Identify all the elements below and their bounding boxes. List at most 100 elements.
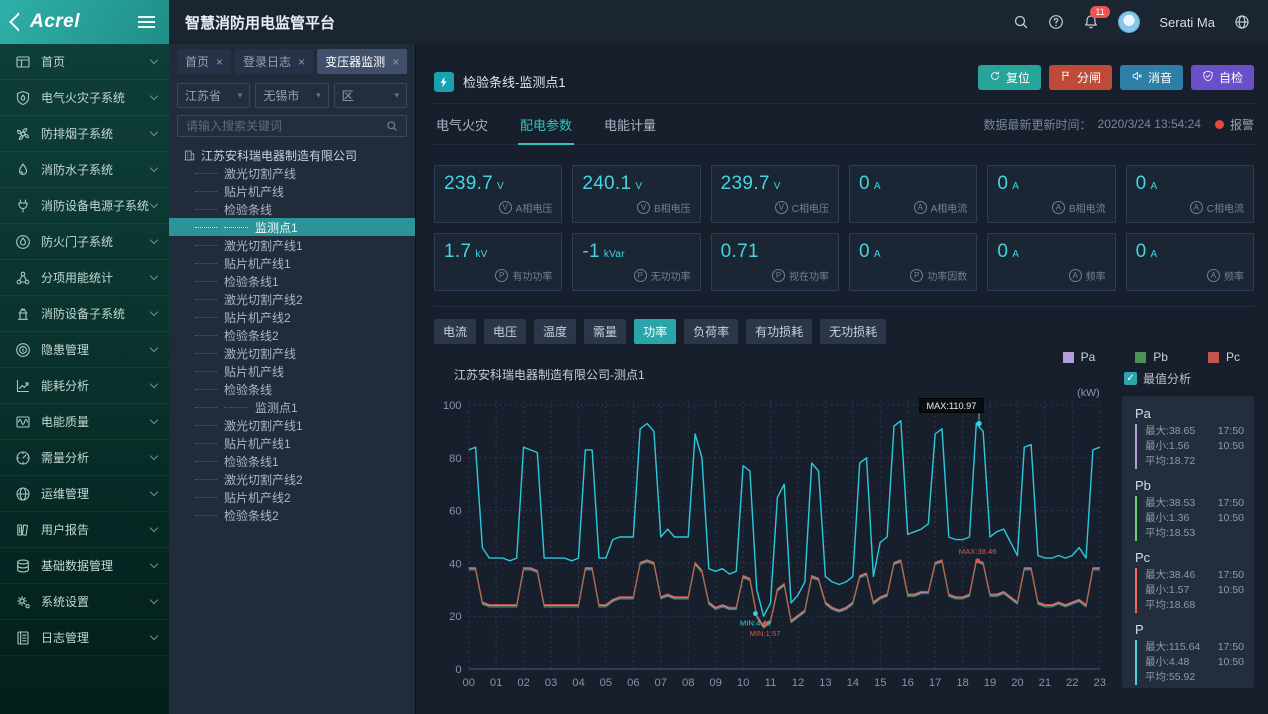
tree-company-node[interactable]: 江苏安科瑞电器制造有限公司 — [169, 146, 415, 164]
chart-control-6[interactable]: 有功损耗 — [746, 319, 813, 344]
close-icon[interactable]: × — [392, 54, 400, 69]
metric-card: 0 A A B相电流 — [987, 165, 1116, 223]
energy-icon — [15, 378, 31, 394]
metric-label: A 频率 — [1206, 268, 1244, 283]
tree-node-15[interactable]: 贴片机产线1 — [169, 434, 415, 452]
analysis-label: 最值分析 — [1143, 372, 1192, 386]
sidebar-item-2[interactable]: 防排烟子系统 — [0, 116, 169, 152]
tree-node-13[interactable]: 监测点1 — [169, 398, 415, 416]
svg-text:02: 02 — [517, 677, 529, 689]
sidebar-item-0[interactable]: 首页 — [0, 44, 169, 80]
circled-A-icon: A — [1051, 201, 1065, 214]
logo-area: Acrel — [0, 0, 169, 44]
max-min-analysis-checkbox[interactable]: ✓ 最值分析 — [1124, 370, 1254, 387]
reset-button[interactable]: 复位 — [977, 65, 1041, 90]
chart-control-4[interactable]: 功率 — [634, 319, 677, 344]
open-switch-button[interactable]: 分闸 — [1048, 65, 1112, 90]
stat-value: 1.57 — [1168, 584, 1190, 596]
tree-node-9[interactable]: 检验条线2 — [169, 326, 415, 344]
avatar[interactable] — [1118, 11, 1141, 33]
workspace-tab-0[interactable]: 首页 × — [177, 49, 232, 74]
subtab-0[interactable]: 电气火灾 — [436, 117, 489, 133]
self-check-button[interactable]: 自检 — [1190, 65, 1254, 90]
legend-item-Pc[interactable]: Pc — [1207, 350, 1240, 364]
district-select[interactable]: 区 ▾ — [333, 83, 407, 108]
sidebar-item-6[interactable]: 分项用能统计 — [0, 260, 169, 296]
stats-group-P: P 最大: 115.64 17:50 最小: 4.48 10:50 平均: 55.92 — [1135, 622, 1246, 685]
tree-node-17[interactable]: 激光切割产线2 — [169, 470, 415, 488]
svg-text:19: 19 — [984, 677, 996, 689]
sidebar-item-1[interactable]: 电气火灾子系统 — [0, 80, 169, 116]
tree-node-0[interactable]: 激光切割产线 — [169, 164, 415, 182]
circled-V-icon: V — [498, 201, 512, 214]
svg-text:07: 07 — [655, 677, 667, 689]
chart-control-1[interactable]: 电压 — [484, 319, 527, 344]
tree-node-1[interactable]: 贴片机产线 — [169, 182, 415, 200]
svg-text:20: 20 — [449, 611, 461, 623]
tree-node-10[interactable]: 激光切割产线 — [169, 344, 415, 362]
chart-control-2[interactable]: 温度 — [534, 319, 577, 344]
sidebar-item-4[interactable]: 消防设备电源子系统 — [0, 188, 169, 224]
sidebar-item-14[interactable]: 基础数据管理 — [0, 548, 169, 584]
tree-node-12[interactable]: 检验条线 — [169, 380, 415, 398]
subtab-2[interactable]: 电能计量 — [604, 117, 657, 133]
tree-node-11[interactable]: 贴片机产线 — [169, 362, 415, 380]
tree-node-16[interactable]: 检验条线1 — [169, 452, 415, 470]
workspace-tab-1[interactable]: 登录日志 × — [235, 49, 314, 74]
svg-text:23: 23 — [1094, 677, 1106, 689]
tree-node-18[interactable]: 贴片机产线2 — [169, 488, 415, 506]
help-icon[interactable] — [1048, 14, 1064, 30]
stats-series-name: Pc — [1135, 550, 1151, 565]
tree-node-14[interactable]: 激光切割产线1 — [169, 416, 415, 434]
mute-button[interactable]: 消音 — [1119, 65, 1183, 90]
sidebar-item-10[interactable]: 电能质量 — [0, 404, 169, 440]
city-select[interactable]: 无锡市 ▾ — [255, 83, 329, 108]
legend-item-Pb[interactable]: Pb — [1135, 350, 1168, 364]
chart-control-7[interactable]: 无功损耗 — [820, 319, 887, 344]
tree-node-6[interactable]: 检验条线1 — [169, 272, 415, 290]
svg-text:(kW): (kW) — [1077, 387, 1100, 399]
checkbox-icon[interactable]: ✓ — [1124, 372, 1137, 385]
subtab-1[interactable]: 配电参数 — [518, 104, 575, 145]
workspace-tab-2[interactable]: 变压器监测 × — [317, 49, 408, 74]
tree-node-8[interactable]: 贴片机产线2 — [169, 308, 415, 326]
search-icon[interactable] — [1013, 14, 1029, 30]
sidebar-item-13[interactable]: 用户报告 — [0, 512, 169, 548]
sidebar-item-7[interactable]: 消防设备子系统 — [0, 296, 169, 332]
notification-bell-icon[interactable]: 11 — [1083, 6, 1110, 30]
close-icon[interactable]: × — [298, 54, 306, 69]
chart-control-5[interactable]: 负荷率 — [684, 319, 739, 344]
sidebar-item-8[interactable]: 隐患管理 — [0, 332, 169, 368]
sidebar-item-16[interactable]: 日志管理 — [0, 620, 169, 656]
tree-node-5[interactable]: 贴片机产线1 — [169, 254, 415, 272]
legend-item-Pa[interactable]: Pa — [1062, 350, 1095, 364]
chevron-down-icon — [149, 127, 159, 137]
sidebar-item-15[interactable]: 系统设置 — [0, 584, 169, 620]
metric-value: 239.7 V — [444, 173, 505, 194]
language-globe-icon[interactable] — [1234, 14, 1250, 30]
search-icon[interactable] — [386, 120, 398, 132]
alarm-label: 报警 — [1229, 117, 1254, 132]
shield-check-icon — [1202, 70, 1214, 85]
sidebar-item-3[interactable]: 消防水子系统 — [0, 152, 169, 188]
province-select[interactable]: 江苏省 ▾ — [177, 83, 251, 108]
search-input[interactable] — [186, 119, 386, 133]
sidebar-item-11[interactable]: 需量分析 — [0, 440, 169, 476]
metric-card: 0.71 P 视在功率 — [710, 233, 839, 291]
tree-guide-line — [195, 424, 217, 426]
menu-collapse-icon[interactable] — [138, 16, 155, 28]
close-icon[interactable]: × — [216, 54, 224, 69]
notification-badge: 11 — [1090, 6, 1110, 18]
tree-node-4[interactable]: 激光切割产线1 — [169, 236, 415, 254]
tree-node-3[interactable]: 监测点1 — [169, 218, 415, 236]
tree-node-7[interactable]: 激光切割产线2 — [169, 290, 415, 308]
stats-series-name: Pa — [1135, 406, 1151, 421]
tree-node-19[interactable]: 检验条线2 — [169, 506, 415, 524]
sidebar-item-12[interactable]: 运维管理 — [0, 476, 169, 512]
sidebar-item-5[interactable]: 防火门子系统 — [0, 224, 169, 260]
chart-control-0[interactable]: 电流 — [434, 319, 477, 344]
sidebar-item-9[interactable]: 能耗分析 — [0, 368, 169, 404]
chart-control-3[interactable]: 需量 — [584, 319, 627, 344]
tree-node-2[interactable]: 检验条线 — [169, 200, 415, 218]
